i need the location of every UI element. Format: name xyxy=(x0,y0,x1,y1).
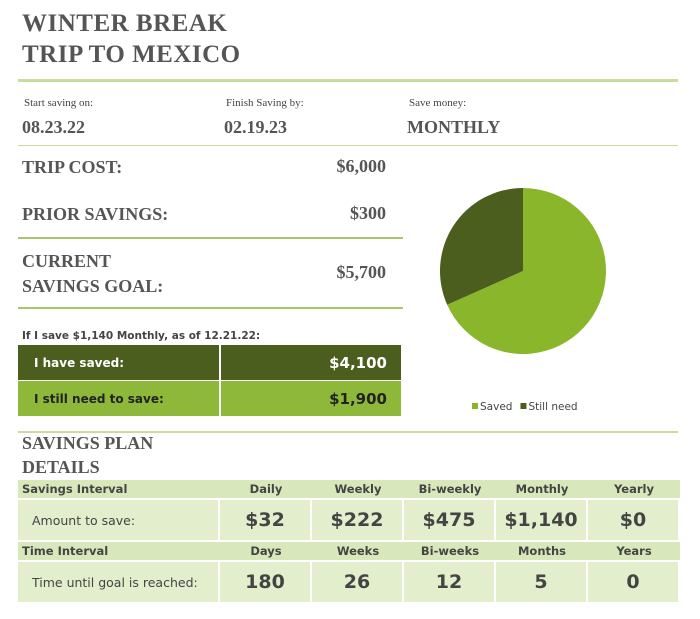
date-label: Finish Saving by: xyxy=(226,97,304,109)
plan-header: Yearly xyxy=(588,480,680,498)
plan-header: Daily xyxy=(220,480,312,498)
plan-header: Time Interval xyxy=(18,542,220,560)
plan-title: DETAILS xyxy=(22,457,100,477)
plan-value: 26 xyxy=(312,562,402,602)
status-label: I have saved: xyxy=(18,345,219,380)
plan-header: Savings Interval xyxy=(18,480,220,498)
pie-chart: Saved Still need xyxy=(440,188,606,413)
legend-swatch xyxy=(520,403,527,409)
plan-header: Months xyxy=(496,542,588,560)
plan-value: 12 xyxy=(404,562,494,602)
divider xyxy=(18,145,678,146)
plan-header: Weekly xyxy=(312,480,404,498)
cost-value: $300 xyxy=(350,203,386,223)
status-label: I still need to save: xyxy=(18,381,219,416)
date-value: 08.23.22 xyxy=(22,117,85,137)
plan-header: Days xyxy=(220,542,312,560)
cost-label: TRIP COST: xyxy=(22,157,123,177)
status-value: $1,900 xyxy=(221,381,401,416)
plan-header: Bi-weekly xyxy=(404,480,496,498)
plan-value: $32 xyxy=(220,500,310,540)
plan-header: Bi-weeks xyxy=(404,542,496,560)
cost-label: PRIOR SAVINGS: xyxy=(22,204,169,224)
plan-value: 180 xyxy=(220,562,310,602)
plan-value: $1,140 xyxy=(496,500,586,540)
plan-value: $0 xyxy=(588,500,678,540)
status-caption: If I save $1,140 Monthly, as of 12.21.22… xyxy=(22,330,261,342)
divider xyxy=(18,79,678,82)
date-value: MONTHLY xyxy=(407,117,501,137)
legend-label: Saved xyxy=(480,401,512,413)
divider xyxy=(18,307,403,309)
divider xyxy=(18,431,678,433)
plan-row-label: Amount to save: xyxy=(18,500,218,540)
pie-slice xyxy=(447,188,606,354)
cost-value: $6,000 xyxy=(336,156,387,176)
plan-value: $475 xyxy=(404,500,494,540)
status-value: $4,100 xyxy=(221,345,401,380)
title-line: TRIP TO MEXICO xyxy=(22,41,241,68)
plan-header: Years xyxy=(588,542,680,560)
date-label: Save money: xyxy=(409,97,467,109)
legend-label: Still need xyxy=(528,401,577,413)
plan-value: $222 xyxy=(312,500,402,540)
legend-swatch xyxy=(472,403,478,409)
plan-value: 5 xyxy=(496,562,586,602)
pie-slice xyxy=(440,188,523,305)
cost-value: $5,700 xyxy=(336,262,387,282)
cost-label: SAVINGS GOAL: xyxy=(22,276,164,296)
cost-label: CURRENT xyxy=(22,251,112,271)
plan-row-label: Time until goal is reached: xyxy=(18,562,218,602)
title-line: WINTER BREAK xyxy=(22,10,228,37)
divider xyxy=(18,237,403,239)
date-value: 02.19.23 xyxy=(224,117,287,137)
date-label: Start saving on: xyxy=(24,97,94,109)
plan-header: Monthly xyxy=(496,480,588,498)
plan-title: SAVINGS PLAN xyxy=(22,433,154,453)
plan-header: Weeks xyxy=(312,542,404,560)
plan-value: 0 xyxy=(588,562,678,602)
